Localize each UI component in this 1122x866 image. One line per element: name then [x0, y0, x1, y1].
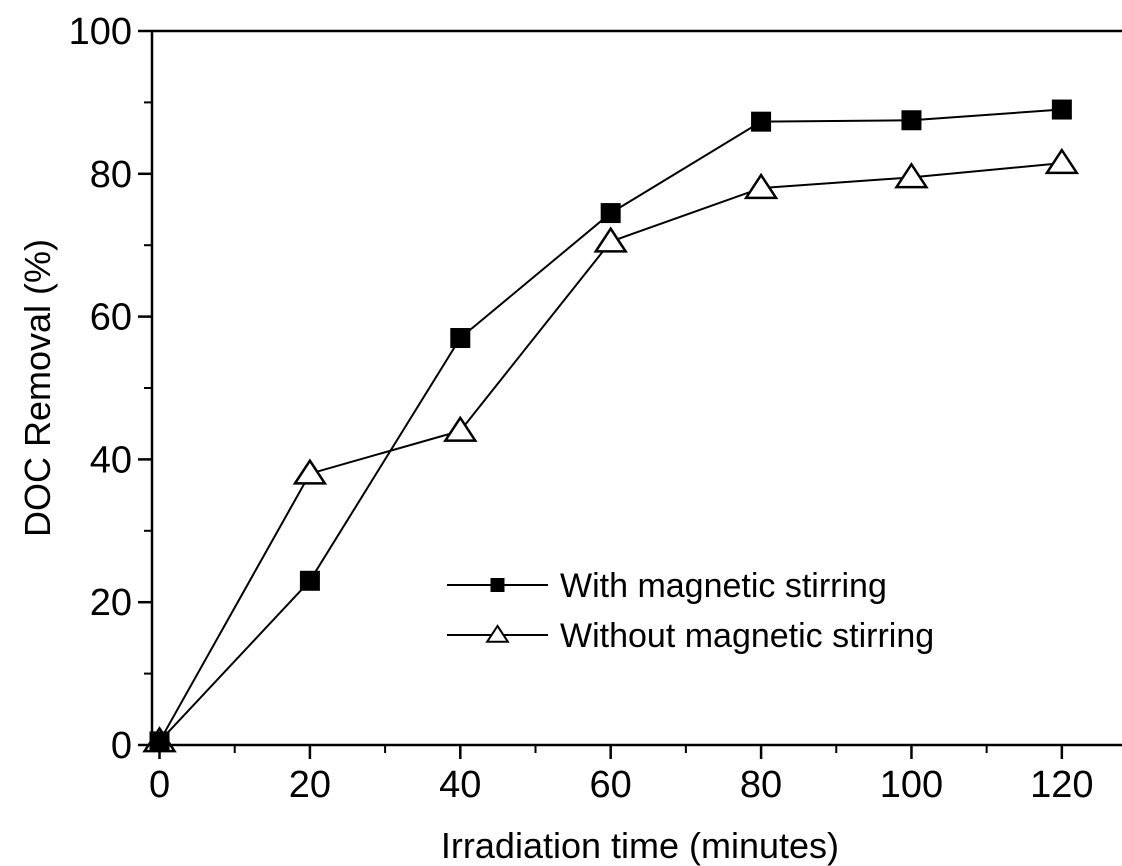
x-tick-label: 80 — [740, 764, 782, 806]
data-point — [751, 111, 772, 132]
data-point — [593, 226, 628, 253]
data-point — [1051, 99, 1072, 120]
x-axis-title: Irradiation time (minutes) — [441, 825, 839, 866]
y-tick-label: 60 — [90, 297, 132, 339]
x-tick-label: 40 — [439, 764, 481, 806]
axes: 0 20 40 60 80 100 120 0 20 40 60 80 100 — [69, 11, 1122, 806]
y-tick-label: 80 — [90, 154, 132, 196]
data-point — [443, 415, 478, 442]
data-point — [600, 203, 621, 224]
data-point — [450, 328, 471, 349]
y-tick-label: 100 — [69, 11, 132, 53]
legend-marker — [490, 578, 505, 592]
data-point — [1044, 147, 1080, 175]
legend-label: Without magnetic stirring — [560, 617, 934, 655]
legend: With magnetic stirring Without magnetic s… — [447, 567, 934, 655]
x-tick-label: 100 — [880, 764, 943, 806]
legend-item: Without magnetic stirring — [447, 617, 934, 655]
series-layer — [142, 99, 1080, 753]
y-tick-label: 20 — [90, 582, 132, 624]
y-tick-label: 40 — [90, 439, 132, 481]
x-tick-label: 60 — [590, 764, 632, 806]
series — [149, 99, 1072, 752]
legend-label: With magnetic stirring — [560, 567, 887, 605]
series — [142, 147, 1080, 753]
data-point — [743, 172, 779, 200]
y-tick-label: 0 — [111, 725, 132, 767]
x-tick-label: 120 — [1030, 764, 1093, 806]
legend-item: With magnetic stirring — [447, 567, 887, 605]
x-tick-label: 20 — [289, 764, 331, 806]
data-point — [292, 458, 328, 485]
data-point — [299, 570, 320, 591]
data-point — [894, 162, 929, 189]
data-point — [149, 731, 170, 752]
data-point — [901, 110, 922, 131]
y-axis-title: DOC Removal (%) — [17, 239, 58, 537]
x-tick-label: 0 — [149, 764, 170, 806]
legend-marker — [485, 624, 510, 643]
